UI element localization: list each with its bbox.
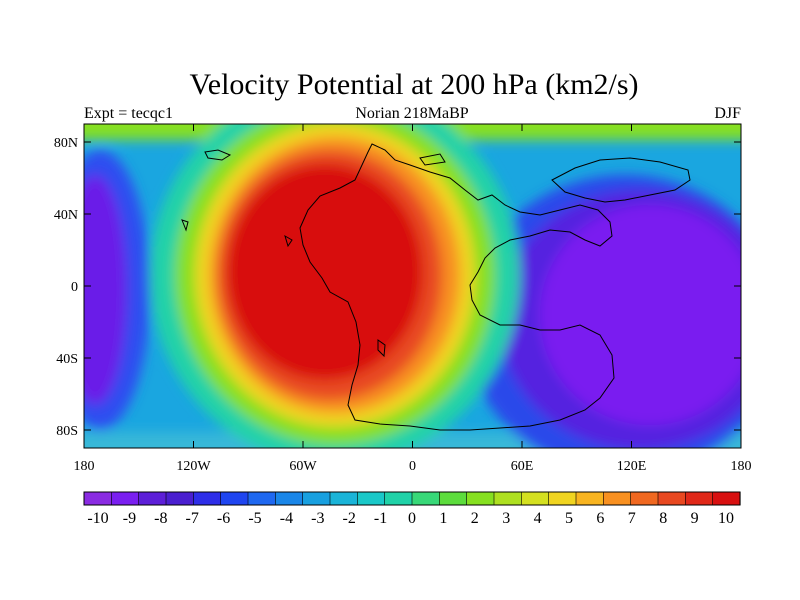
- y-tick-label: 80S: [56, 424, 78, 439]
- field-max-core: [227, 164, 423, 380]
- x-tick-label: 120W: [176, 459, 211, 474]
- colorbar-label: 5: [565, 510, 573, 527]
- colorbar-swatch: [603, 491, 632, 506]
- colorbar-swatch: [630, 491, 659, 506]
- colorbar-label: -5: [248, 510, 261, 527]
- colorbar-label: -4: [280, 510, 293, 527]
- colorbar-label: 9: [691, 510, 699, 527]
- x-tick-label: 0: [409, 459, 416, 474]
- colorbar-swatch: [193, 491, 222, 506]
- colorbar-swatch: [657, 491, 686, 506]
- colorbar-swatch: [384, 491, 413, 506]
- colorbar-frame: [83, 491, 741, 506]
- colorbar-swatch: [302, 491, 331, 506]
- right-subtitle: DJF: [714, 105, 741, 122]
- colorbar-swatch: [712, 491, 741, 506]
- field-west-core: [84, 175, 127, 405]
- colorbar-swatch: [83, 491, 112, 506]
- colorbar-labels: -10 -9 -8 -7 -6 -5 -4 -3 -2 -1 0 1 2 3 4 5 6 7 8 9 10: [87, 510, 734, 527]
- colorbar-label: 4: [534, 510, 542, 527]
- colorbar-swatch: [548, 491, 577, 506]
- colorbar-swatch: [357, 491, 386, 506]
- island-4: [377, 339, 386, 358]
- colorbar-swatch: [165, 491, 194, 506]
- eastern-arm-outline: [551, 157, 691, 203]
- colorbar-label: -8: [154, 510, 167, 527]
- colorbar-swatch: [329, 491, 358, 506]
- colorbar-swatch: [138, 491, 167, 506]
- colorbar-label: -2: [343, 510, 356, 527]
- colorbar-swatch: [275, 491, 304, 506]
- x-axis: 180 120W 60W 0 60E 120E 180: [74, 124, 752, 474]
- pangea-outline: [299, 143, 615, 431]
- colorbar-label: 8: [659, 510, 667, 527]
- island-2: [419, 153, 446, 166]
- colorbar-label: -7: [186, 510, 199, 527]
- colorbar-label: 3: [502, 510, 510, 527]
- main-title: Velocity Potential at 200 hPa (km2/s): [189, 68, 638, 101]
- colorbar-label: -10: [87, 510, 108, 527]
- field-east-core: [540, 205, 741, 425]
- colorbar-swatch: [247, 491, 276, 506]
- x-tick-label: 60E: [511, 459, 534, 474]
- colorbar-label: -6: [217, 510, 230, 527]
- left-subtitle: Expt = tecqc1: [84, 105, 173, 122]
- colorbar-label: -1: [374, 510, 387, 527]
- colorbar-swatch: [466, 491, 495, 506]
- colorbar-label: 1: [439, 510, 447, 527]
- island-5: [181, 219, 189, 232]
- x-tick-label: 180: [731, 459, 752, 474]
- colorbar-swatch: [439, 491, 468, 506]
- colorbar: [83, 491, 741, 506]
- x-tick-label: 60W: [289, 459, 317, 474]
- colorbar-label: 10: [718, 510, 734, 527]
- colorbar-swatch: [575, 491, 604, 506]
- colorbar-swatch: [411, 491, 440, 506]
- map-panel: [84, 124, 741, 448]
- x-tick-label: 180: [74, 459, 95, 474]
- island-1: [204, 149, 232, 161]
- continent-outlines: [181, 143, 691, 431]
- colorbar-swatch: [521, 491, 550, 506]
- colorbar-label: 0: [408, 510, 416, 527]
- colorbar-label: 2: [471, 510, 479, 527]
- colorbar-label: -3: [311, 510, 324, 527]
- contour-fill-field: [84, 124, 741, 448]
- colorbar-label: 7: [628, 510, 636, 527]
- y-tick-label: 40N: [54, 208, 78, 223]
- colorbar-swatch: [685, 491, 714, 506]
- center-subtitle: Norian 218MaBP: [355, 105, 468, 122]
- y-tick-label: 0: [71, 280, 78, 295]
- x-tick-label: 120E: [617, 459, 647, 474]
- y-tick-label: 40S: [56, 352, 78, 367]
- colorbar-swatch: [493, 491, 522, 506]
- y-tick-label: 80N: [54, 136, 78, 151]
- colorbar-swatch: [220, 491, 249, 506]
- y-axis: 80N 40N 0 40S 80S: [54, 136, 741, 439]
- colorbar-swatch: [111, 491, 140, 506]
- colorbar-label: -9: [123, 510, 136, 527]
- island-3: [284, 234, 293, 248]
- colorbar-label: 6: [596, 510, 604, 527]
